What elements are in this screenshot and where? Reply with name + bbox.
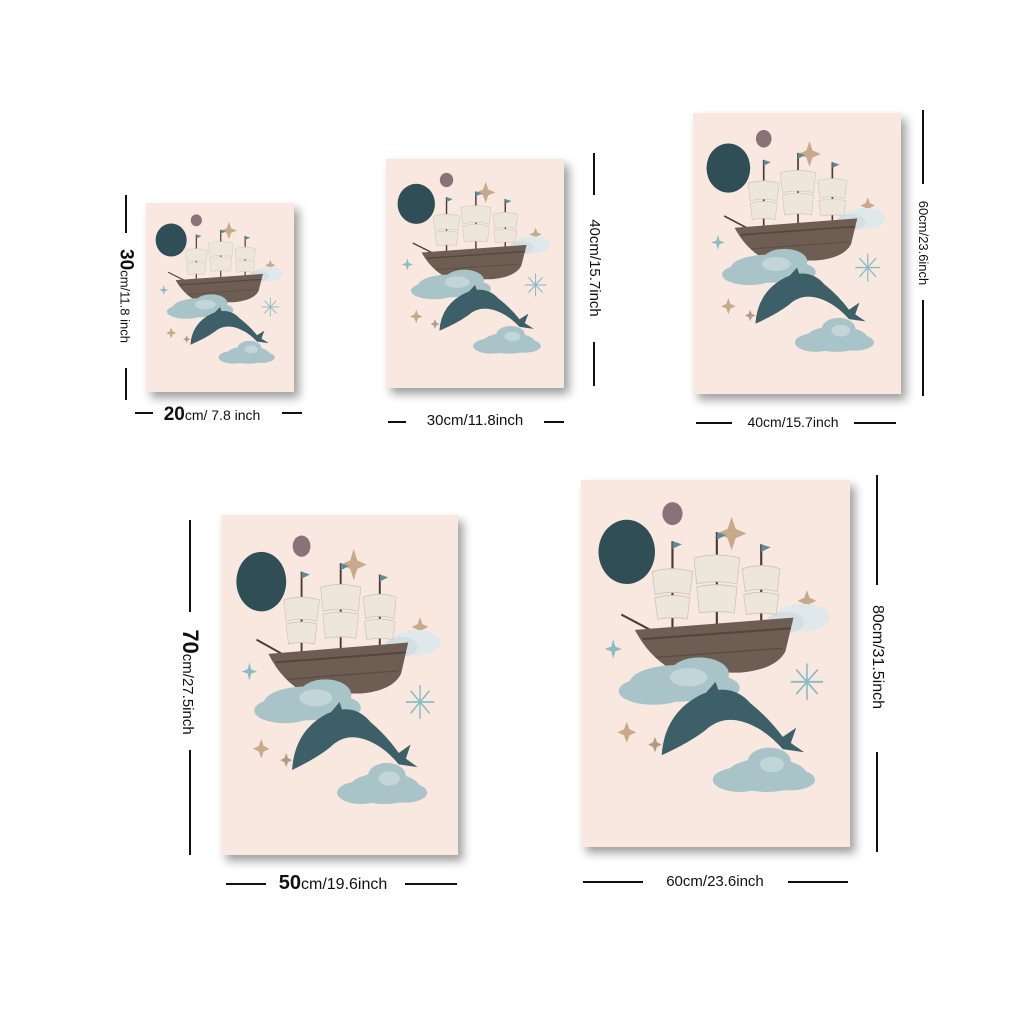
height-label: 30cm/11.8 inch: [115, 249, 137, 343]
height-dimension-line-bottom: [125, 368, 127, 400]
width-dimension-line-left: [696, 422, 732, 424]
width-label: 30cm/11.8inch: [426, 412, 524, 429]
width-label: 50cm/19.6inch: [278, 872, 388, 894]
width-dimension-line-left: [135, 412, 153, 414]
poster-artwork: [705, 129, 887, 353]
poster-artwork: [235, 534, 442, 806]
height-label: 40cm/15.7inch: [586, 219, 603, 317]
poster-artwork: [154, 213, 284, 365]
poster-40x60: [693, 113, 901, 394]
height-label: 60cm/23.6inch: [916, 200, 931, 286]
width-label: 40cm/15.7inch: [747, 414, 839, 430]
height-dimension-line-top: [189, 520, 191, 612]
height-dimension-line-bottom: [876, 752, 878, 852]
width-dimension-line-left: [583, 881, 643, 883]
height-dimension-line-bottom: [189, 750, 191, 855]
height-dimension-line-top: [125, 195, 127, 233]
height-dimension-line-top: [593, 153, 595, 195]
width-dimension-line-right: [788, 881, 848, 883]
width-dimension-line-right: [282, 412, 302, 414]
width-dimension-line-right: [405, 883, 457, 885]
height-dimension-line-bottom: [593, 342, 595, 386]
poster-artwork: [597, 500, 832, 794]
width-dimension-line-left: [226, 883, 266, 885]
poster-50x70: [221, 515, 458, 855]
height-label: 70cm/27.5inch: [178, 629, 203, 735]
height-label: 80cm/31.5inch: [869, 604, 886, 710]
height-dimension-line-bottom: [922, 300, 924, 396]
poster-artwork: [396, 172, 552, 355]
poster-60x80: [581, 480, 850, 847]
width-label: 60cm/23.6inch: [666, 873, 764, 890]
poster-20x30: [146, 203, 294, 392]
width-label: 20cm/ 7.8 inch: [163, 404, 261, 425]
width-dimension-line-right: [854, 422, 896, 424]
width-dimension-line-left: [388, 421, 406, 423]
width-dimension-line-right: [544, 421, 564, 423]
height-dimension-line-top: [922, 110, 924, 184]
poster-30x40: [386, 159, 564, 388]
height-dimension-line-top: [876, 475, 878, 585]
